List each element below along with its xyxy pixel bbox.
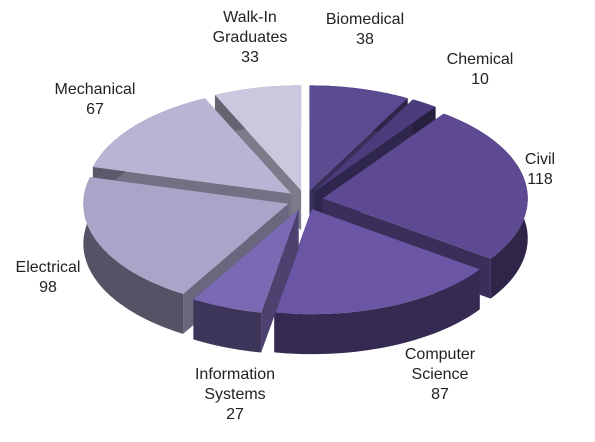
label-name: Biomedical [325,11,405,28]
slice [92,98,292,194]
slice [83,177,289,294]
label-name: Computer Science [404,346,476,383]
slice-side [193,299,262,353]
slice [322,113,528,259]
data-label: Chemical 10 [425,50,535,90]
label-name: Electrical [15,259,81,276]
data-label: Civil 118 [485,150,595,190]
label-value: 87 [431,386,449,403]
label-value: 27 [226,406,244,423]
label-value: 10 [471,71,489,88]
label-name: Mechanical [54,81,136,98]
label-value: 98 [39,279,57,296]
slice-side [83,177,184,334]
data-label: Information Systems 27 [180,365,290,425]
data-label: Biomedical 38 [310,10,420,50]
data-label: Mechanical 67 [40,80,150,120]
slice [274,209,480,355]
label-name: Civil [524,151,556,168]
label-name: Walk-In Graduates [212,9,288,46]
label-name: Information Systems [194,366,276,403]
slice-side [274,269,480,355]
label-value: 38 [356,31,374,48]
data-label: Walk-In Graduates 33 [195,8,305,68]
data-label: Computer Science 87 [385,345,495,405]
label-value: 67 [86,101,104,118]
slice [214,85,302,191]
slice [193,209,299,313]
label-name: Chemical [446,51,514,68]
slice [274,209,480,315]
slice [193,209,299,353]
data-label: Electrical 98 [0,258,103,298]
label-value: 118 [527,171,553,188]
slice [309,85,408,191]
slice [314,99,436,192]
label-value: 33 [241,49,259,66]
